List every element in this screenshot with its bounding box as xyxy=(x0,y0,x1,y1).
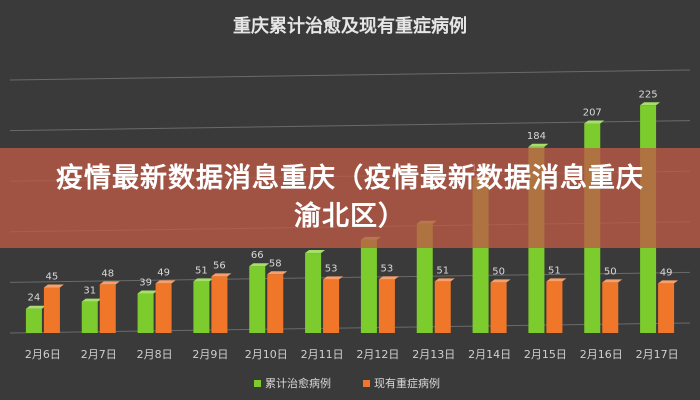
x-tick-label: 2月8日 xyxy=(137,348,173,361)
value-label-severe: 58 xyxy=(269,258,282,269)
value-label-severe: 53 xyxy=(325,263,338,274)
bar-severe xyxy=(490,282,507,333)
bar-cured xyxy=(360,239,377,333)
bar-cured xyxy=(249,266,266,333)
bar-cured xyxy=(416,223,433,333)
bar-severe-top xyxy=(211,273,232,277)
bar-severe-top xyxy=(434,278,455,282)
bar-severe xyxy=(658,283,675,333)
bar-cured xyxy=(193,281,210,333)
headline-banner: 疫情最新数据消息重庆（疫情最新数据消息重庆渝北区） xyxy=(0,148,700,248)
gridline xyxy=(9,322,691,334)
value-label-severe: 53 xyxy=(381,263,394,274)
bar-severe-top xyxy=(602,279,623,283)
value-label-cured: 207 xyxy=(583,108,602,119)
x-tick-label: 2月13日 xyxy=(412,348,455,361)
bar-cured xyxy=(81,301,98,333)
bar-cured xyxy=(305,253,322,333)
bar-severe-top xyxy=(43,284,64,288)
x-tick-label: 2月16日 xyxy=(580,348,623,361)
gridline xyxy=(9,271,691,283)
bar-severe-top xyxy=(155,280,176,284)
value-label-cured: 225 xyxy=(639,89,658,100)
bar-severe-top xyxy=(99,281,120,285)
x-tick-label: 2月10日 xyxy=(245,348,288,361)
x-tick-label: 2月11日 xyxy=(301,348,344,361)
bar-severe xyxy=(378,279,395,333)
bar-cured-top xyxy=(193,278,214,282)
legend-swatch-severe xyxy=(363,380,370,387)
x-tick-label: 2月6日 xyxy=(25,348,61,361)
bar-severe xyxy=(267,274,284,333)
value-label-severe: 50 xyxy=(604,266,617,277)
x-tick-label: 2月9日 xyxy=(192,348,228,361)
x-tick-label: 2月7日 xyxy=(81,348,117,361)
legend-swatch-cured xyxy=(254,380,261,387)
value-label-severe: 51 xyxy=(548,265,561,276)
bar-cured-top xyxy=(25,305,46,309)
bar-severe xyxy=(211,276,228,333)
gridline xyxy=(9,69,691,81)
legend: 累计治愈病例 现有重症病例 xyxy=(254,376,440,390)
value-label-cured: 66 xyxy=(251,250,264,261)
bar-severe xyxy=(434,281,451,333)
chart-title: 重庆累计治愈及现有重症病例 xyxy=(233,15,467,37)
value-label-cured: 24 xyxy=(28,293,41,304)
bar-cured xyxy=(25,308,42,333)
legend-label-severe: 现有重症病例 xyxy=(374,376,440,390)
bar-severe xyxy=(43,287,60,333)
bar-severe-top xyxy=(267,271,288,275)
bar-severe xyxy=(99,284,116,333)
bar-cured-top xyxy=(249,263,270,267)
bar-severe xyxy=(155,283,172,333)
bar-cured xyxy=(137,293,154,333)
value-label-severe: 45 xyxy=(46,271,59,282)
x-tick-label: 2月17日 xyxy=(636,348,679,361)
bar-cured-top xyxy=(640,102,661,106)
x-tick-label: 2月12日 xyxy=(356,348,399,361)
bar-cured-top xyxy=(528,143,549,147)
value-label-severe: 49 xyxy=(157,267,170,278)
headline-text: 疫情最新数据消息重庆（疫情最新数据消息重庆渝北区） xyxy=(56,163,644,232)
bar-cured-top xyxy=(81,298,102,302)
bar-cured-top xyxy=(584,120,605,124)
bar-severe xyxy=(602,282,619,333)
legend-label-cured: 累计治愈病例 xyxy=(265,376,331,390)
x-tick-label: 2月15日 xyxy=(524,348,567,361)
value-label-cured: 184 xyxy=(527,131,546,142)
value-label-cured: 51 xyxy=(195,265,208,276)
value-label-severe: 50 xyxy=(492,266,505,277)
bar-severe-top xyxy=(490,279,511,283)
value-label-cured: 31 xyxy=(83,286,96,297)
bar-severe xyxy=(546,281,563,333)
value-label-severe: 49 xyxy=(660,267,673,278)
value-label-cured: 39 xyxy=(139,278,152,289)
value-label-severe: 56 xyxy=(213,260,226,271)
bar-cured-top xyxy=(305,250,326,254)
bar-severe-top xyxy=(378,276,399,280)
gridline xyxy=(9,120,691,132)
value-label-severe: 48 xyxy=(101,268,114,279)
x-tick-label: 2月14日 xyxy=(468,348,511,361)
x-axis-ticks: 2月6日 2月7日 2月8日 2月9日 2月10日 2月11日 2月12日 2月13日 2月14… xyxy=(25,348,679,361)
bar-severe xyxy=(323,279,340,333)
bar-severe-top xyxy=(658,280,679,284)
bar-severe-top xyxy=(323,276,344,280)
value-label-severe: 51 xyxy=(436,265,449,276)
bar-cured-top xyxy=(137,290,158,294)
bar-severe-top xyxy=(546,278,567,282)
